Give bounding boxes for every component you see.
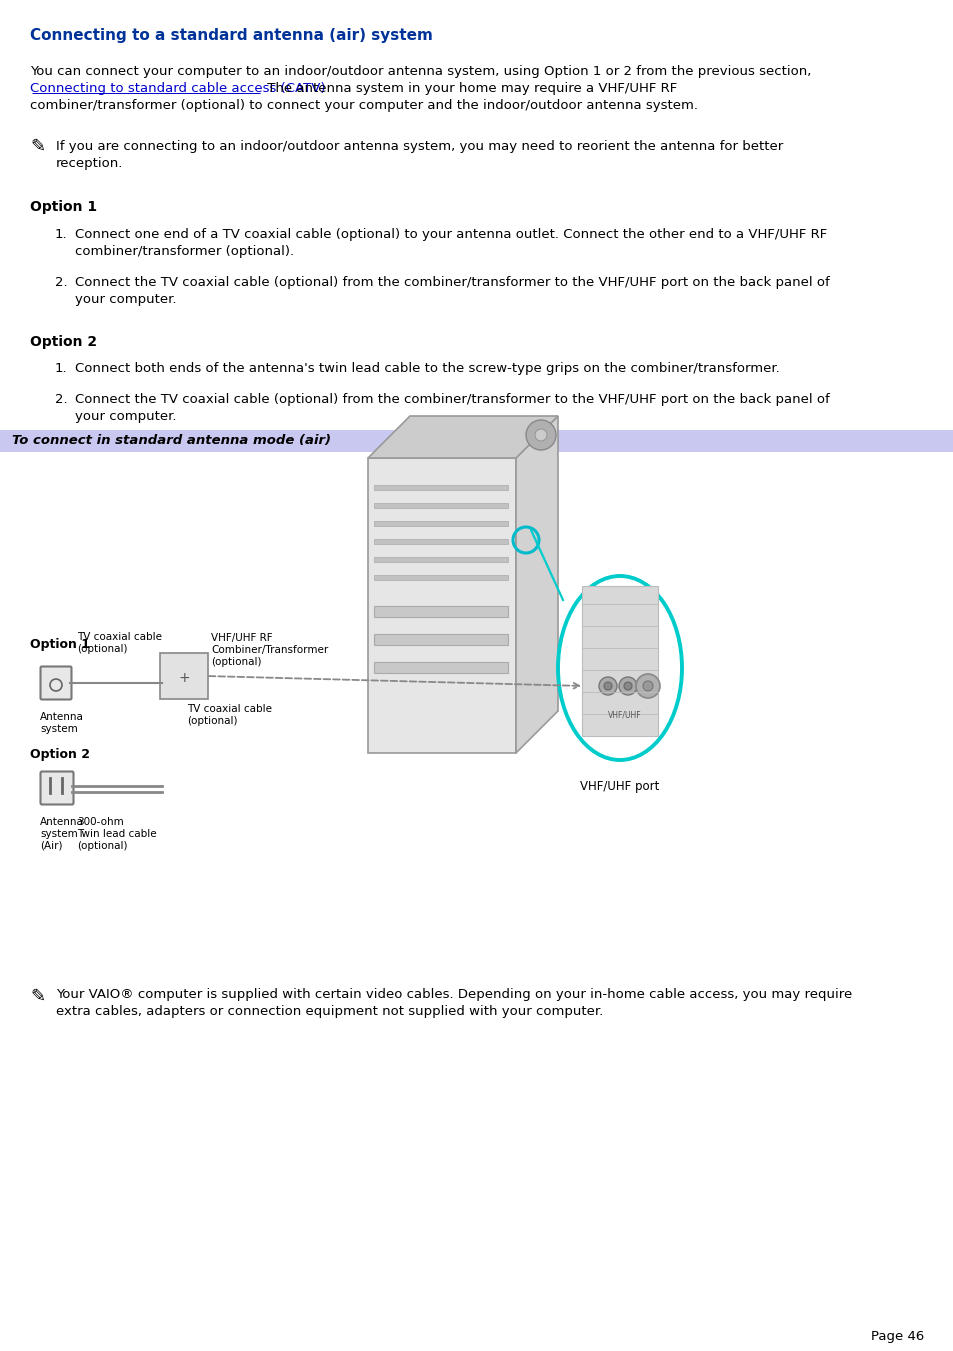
Text: +: + bbox=[178, 671, 190, 685]
FancyBboxPatch shape bbox=[374, 503, 507, 508]
FancyBboxPatch shape bbox=[374, 557, 507, 562]
Text: (optional): (optional) bbox=[211, 657, 261, 667]
Text: system: system bbox=[40, 724, 77, 734]
FancyBboxPatch shape bbox=[374, 576, 507, 580]
Text: (Air): (Air) bbox=[40, 842, 63, 851]
Text: combiner/transformer (optional).: combiner/transformer (optional). bbox=[75, 245, 294, 258]
Text: Connect the TV coaxial cable (optional) from the combiner/transformer to the VHF: Connect the TV coaxial cable (optional) … bbox=[75, 276, 829, 289]
FancyBboxPatch shape bbox=[374, 521, 507, 526]
Text: (optional): (optional) bbox=[77, 842, 128, 851]
Text: extra cables, adapters or connection equipment not supplied with your computer.: extra cables, adapters or connection equ… bbox=[56, 1005, 602, 1019]
Text: ✎: ✎ bbox=[30, 988, 45, 1006]
Text: (optional): (optional) bbox=[187, 716, 237, 725]
Text: Antenna: Antenna bbox=[40, 817, 84, 827]
Text: VHF/UHF RF: VHF/UHF RF bbox=[211, 634, 273, 643]
Text: 1.: 1. bbox=[55, 228, 68, 240]
FancyBboxPatch shape bbox=[40, 666, 71, 700]
Text: Connecting to a standard antenna (air) system: Connecting to a standard antenna (air) s… bbox=[30, 28, 433, 43]
Text: You can connect your computer to an indoor/outdoor antenna system, using Option : You can connect your computer to an indo… bbox=[30, 65, 810, 78]
Text: Connecting to standard cable access (CATV): Connecting to standard cable access (CAT… bbox=[30, 82, 325, 95]
Circle shape bbox=[642, 681, 652, 690]
FancyBboxPatch shape bbox=[374, 539, 507, 544]
Circle shape bbox=[525, 420, 556, 450]
FancyBboxPatch shape bbox=[374, 662, 507, 673]
Text: (optional): (optional) bbox=[77, 644, 128, 654]
Text: The antenna system in your home may require a VHF/UHF RF: The antenna system in your home may requ… bbox=[263, 82, 677, 95]
Text: your computer.: your computer. bbox=[75, 293, 176, 305]
FancyBboxPatch shape bbox=[0, 430, 953, 453]
Text: system: system bbox=[40, 830, 77, 839]
Text: TV coaxial cable: TV coaxial cable bbox=[187, 704, 272, 713]
Text: 2.: 2. bbox=[55, 276, 68, 289]
Circle shape bbox=[535, 430, 546, 440]
Text: 2.: 2. bbox=[55, 393, 68, 407]
Text: VHF/UHF: VHF/UHF bbox=[608, 711, 641, 719]
Text: 1.: 1. bbox=[55, 362, 68, 376]
Text: combiner/transformer (optional) to connect your computer and the indoor/outdoor : combiner/transformer (optional) to conne… bbox=[30, 99, 698, 112]
Text: Option 2: Option 2 bbox=[30, 335, 97, 349]
Text: Option 2: Option 2 bbox=[30, 748, 90, 761]
Text: Option 1: Option 1 bbox=[30, 638, 90, 651]
Text: Connect the TV coaxial cable (optional) from the combiner/transformer to the VHF: Connect the TV coaxial cable (optional) … bbox=[75, 393, 829, 407]
Text: Antenna: Antenna bbox=[40, 712, 84, 721]
Text: reception.: reception. bbox=[56, 157, 123, 170]
Text: If you are connecting to an indoor/outdoor antenna system, you may need to reori: If you are connecting to an indoor/outdo… bbox=[56, 141, 782, 153]
Polygon shape bbox=[368, 416, 558, 458]
Circle shape bbox=[636, 674, 659, 698]
FancyBboxPatch shape bbox=[374, 634, 507, 644]
Text: Connect both ends of the antenna's twin lead cable to the screw-type grips on th: Connect both ends of the antenna's twin … bbox=[75, 362, 779, 376]
Polygon shape bbox=[516, 416, 558, 753]
Circle shape bbox=[603, 682, 612, 690]
FancyBboxPatch shape bbox=[581, 586, 658, 736]
Circle shape bbox=[598, 677, 617, 694]
FancyBboxPatch shape bbox=[368, 458, 516, 753]
FancyBboxPatch shape bbox=[160, 653, 208, 698]
Text: Twin lead cable: Twin lead cable bbox=[77, 830, 156, 839]
Text: Option 1: Option 1 bbox=[30, 200, 97, 213]
Text: 300-ohm: 300-ohm bbox=[77, 817, 124, 827]
Text: ✎: ✎ bbox=[30, 138, 45, 155]
FancyBboxPatch shape bbox=[374, 485, 507, 490]
Text: Connect one end of a TV coaxial cable (optional) to your antenna outlet. Connect: Connect one end of a TV coaxial cable (o… bbox=[75, 228, 826, 240]
Text: Combiner/Transformer: Combiner/Transformer bbox=[211, 644, 328, 655]
Text: To connect in standard antenna mode (air): To connect in standard antenna mode (air… bbox=[12, 434, 331, 447]
Circle shape bbox=[618, 677, 637, 694]
FancyBboxPatch shape bbox=[374, 607, 507, 617]
Text: VHF/UHF port: VHF/UHF port bbox=[579, 780, 659, 793]
Circle shape bbox=[623, 682, 631, 690]
Text: Page 46: Page 46 bbox=[870, 1329, 923, 1343]
FancyBboxPatch shape bbox=[40, 771, 73, 804]
Text: TV coaxial cable: TV coaxial cable bbox=[77, 632, 162, 642]
Text: Your VAIO® computer is supplied with certain video cables. Depending on your in-: Your VAIO® computer is supplied with cer… bbox=[56, 988, 851, 1001]
Text: your computer.: your computer. bbox=[75, 409, 176, 423]
